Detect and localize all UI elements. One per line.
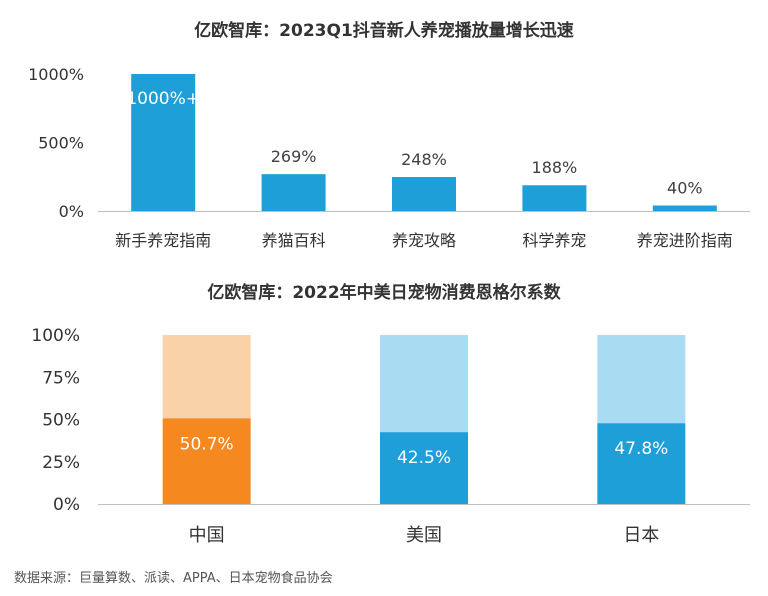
chart-2-bar-share — [162, 418, 251, 504]
chart-2-y-tick: 50% — [42, 411, 80, 431]
chart-1-category-label: 养猫百科 — [262, 231, 326, 250]
chart-1-category-label: 养宠进阶指南 — [637, 231, 733, 250]
chart-1-data-label: 248% — [401, 150, 447, 169]
chart-2-bar-remainder — [597, 335, 686, 424]
chart-1-y-tick: 0% — [59, 202, 84, 221]
chart-2-bar-share — [380, 432, 468, 504]
chart-1-bar — [131, 74, 196, 211]
chart-2: 亿欧智库：2022年中美日宠物消费恩格尔系数 100% 75% 50% 25% 0% 5… — [31, 282, 750, 546]
chart-2-bar-share — [597, 423, 686, 504]
chart-1-category-label: 养宠攻略 — [392, 231, 456, 250]
chart-2-data-label: 42.5% — [397, 448, 451, 468]
chart-2-y-tick: 100% — [31, 326, 80, 346]
chart-1-bar — [522, 185, 587, 211]
chart-1-y-tick: 1000% — [28, 65, 84, 84]
chart-2-category-label: 中国 — [189, 525, 225, 546]
chart-2-data-label: 50.7% — [180, 434, 234, 454]
chart-1-data-label: 1000%+ — [126, 89, 200, 109]
chart-1-bar — [392, 177, 456, 211]
chart-2-bar-remainder — [380, 335, 468, 433]
chart-2-bar-remainder — [162, 335, 251, 419]
chart-1-title: 亿欧智库：2023Q1抖音新人养宠播放量增长迅速 — [194, 20, 574, 41]
chart-2-y-tick: 25% — [42, 453, 80, 473]
chart-1-bar — [652, 205, 717, 211]
chart-1: 亿欧智库：2023Q1抖音新人养宠播放量增长迅速 1000% 500% 0% 100… — [28, 20, 750, 250]
chart-1-data-label: 269% — [271, 147, 317, 166]
chart-2-y-tick: 0% — [53, 495, 80, 515]
chart-1-data-label: 188% — [532, 158, 578, 177]
chart-2-category-label: 美国 — [406, 525, 442, 546]
chart-2-category-label: 日本 — [623, 525, 659, 546]
source-note: 数据来源：巨量算数、派读、APPA、日本宠物食品协会 — [14, 571, 333, 586]
chart-1-category-label: 新手养宠指南 — [115, 231, 211, 250]
chart-2-data-label: 47.8% — [614, 439, 668, 459]
chart-1-data-label: 40% — [667, 179, 703, 198]
chart-1-bar — [261, 174, 326, 211]
chart-2-y-tick: 75% — [42, 368, 80, 388]
chart-2-title: 亿欧智库：2022年中美日宠物消费恩格尔系数 — [207, 282, 561, 303]
chart-1-y-tick: 500% — [38, 134, 84, 153]
chart-1-category-label: 科学养宠 — [522, 231, 586, 250]
